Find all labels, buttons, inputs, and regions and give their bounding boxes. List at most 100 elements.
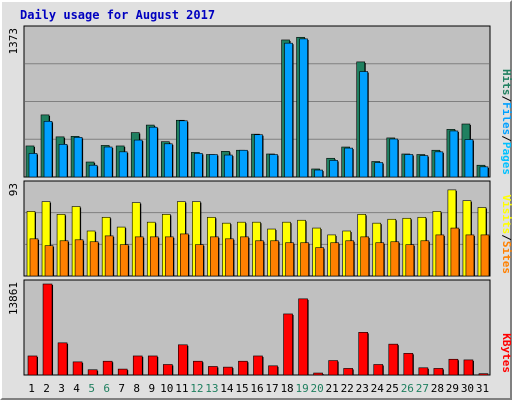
bar-kbytes-day-4 (72, 361, 83, 376)
y-max-label: 13861 (7, 282, 20, 315)
bar-sites-day-26 (405, 244, 415, 277)
bar-files-day-30 (464, 139, 474, 178)
bar-sites-day-30 (465, 234, 475, 277)
bar-kbytes-day-31 (478, 373, 489, 376)
bar-sites-day-25 (390, 241, 400, 277)
day-label-31: 31 (476, 382, 489, 395)
panel-kbytes: 13861 KBytes (7, 279, 512, 376)
bar-kbytes-day-27 (418, 367, 429, 376)
legend: KBytes (500, 333, 512, 373)
legend: Visits/Sites (500, 195, 512, 275)
chart-title: Daily usage for August 2017 (20, 8, 215, 22)
bar-kbytes-day-5 (87, 369, 98, 376)
bar-sites-day-8 (134, 236, 144, 277)
legend-kbytes: KBytes (500, 333, 512, 373)
bar-kbytes-day-23 (358, 332, 369, 376)
day-label-5: 5 (88, 382, 95, 395)
legend-separator: / (500, 135, 512, 142)
legend-hits: Hits (500, 69, 512, 96)
bar-kbytes-day-19 (298, 298, 308, 376)
day-label-11: 11 (175, 382, 188, 395)
bar-files-day-3 (58, 144, 68, 178)
bar-kbytes-day-17 (268, 365, 278, 376)
bar-sites-day-20 (315, 247, 324, 277)
bar-kbytes-day-22 (343, 368, 353, 376)
day-label-1: 1 (28, 382, 35, 395)
bar-sites-day-16 (255, 240, 264, 277)
bar-kbytes-day-26 (403, 353, 414, 376)
bar-sites-day-22 (345, 240, 354, 277)
bar-files-day-10 (163, 143, 173, 178)
bar-files-day-24 (374, 162, 384, 178)
day-label-4: 4 (73, 382, 80, 395)
bar-sites-day-3 (59, 240, 69, 277)
legend-text: Hits/Files/Pages (500, 69, 512, 175)
day-label-7: 7 (118, 382, 125, 395)
bar-files-day-14 (224, 154, 233, 178)
chart-panels: 1373Hits/Files/Pages93Visits/Sites13861K… (7, 25, 512, 376)
bar-files-day-27 (419, 155, 429, 178)
day-axis-labels: 1 2 3 4 5 6 7 8 9 10 11 12 13 14 15 16 17 18 19 20 21 22 23 24 2… (28, 382, 489, 395)
bar-sites-day-7 (119, 244, 129, 277)
y-max-label: 1373 (7, 28, 20, 55)
bar-sites-day-31 (480, 234, 490, 277)
bar-sites-day-1 (29, 238, 39, 277)
bar-kbytes-day-14 (223, 366, 233, 376)
bar-sites-day-23 (360, 236, 370, 277)
bar-kbytes-day-24 (373, 364, 384, 376)
bar-kbytes-day-3 (57, 342, 68, 376)
bar-kbytes-day-28 (433, 368, 444, 376)
bar-kbytes-day-1 (27, 355, 38, 376)
bar-sites-day-21 (330, 242, 339, 277)
bar-sites-day-10 (164, 236, 174, 277)
panel-hits-files-pages: 1373 Hits/Files/Pages (7, 25, 512, 178)
bar-kbytes-day-15 (238, 360, 248, 376)
day-label-21: 21 (326, 382, 339, 395)
bar-kbytes-day-7 (117, 368, 128, 376)
bar-files-day-23 (359, 71, 369, 178)
day-label-3: 3 (58, 382, 65, 395)
bar-sites-day-28 (435, 234, 445, 277)
bar-files-day-12 (194, 153, 203, 178)
bar-kbytes-day-13 (208, 366, 218, 376)
legend-sites: Sites (500, 241, 512, 274)
day-label-14: 14 (220, 382, 234, 395)
legend-text: KBytes (500, 333, 512, 373)
bar-sites-day-29 (450, 227, 460, 277)
day-label-20: 20 (311, 382, 324, 395)
bar-sites-day-5 (89, 241, 99, 277)
day-label-17: 17 (265, 382, 278, 395)
bar-files-day-9 (148, 126, 158, 178)
legend-separator: / (500, 96, 512, 103)
bar-files-day-4 (73, 137, 83, 178)
day-label-12: 12 (190, 382, 203, 395)
day-label-26: 26 (401, 382, 414, 395)
day-label-9: 9 (148, 382, 155, 395)
legend-pages: Pages (500, 142, 512, 175)
bar-kbytes-day-25 (388, 343, 399, 376)
bar-files-day-31 (479, 166, 489, 178)
day-label-30: 30 (461, 382, 474, 395)
bar-files-day-19 (299, 38, 308, 178)
day-label-25: 25 (386, 382, 399, 395)
legend-visits: Visits (500, 195, 512, 235)
bar-kbytes-day-16 (253, 355, 263, 376)
bar-sites-day-15 (240, 236, 249, 277)
bar-files-day-20 (314, 169, 323, 178)
bar-kbytes-day-18 (283, 313, 293, 376)
legend-separator: / (500, 234, 512, 241)
bar-files-day-16 (254, 134, 263, 178)
bar-files-day-28 (434, 151, 444, 178)
bar-kbytes-day-30 (463, 359, 474, 376)
legend-text: Visits/Sites (500, 195, 512, 275)
bar-files-day-29 (449, 130, 459, 178)
day-label-6: 6 (103, 382, 110, 395)
day-label-8: 8 (133, 382, 140, 395)
legend: Hits/Files/Pages (500, 69, 512, 175)
day-label-29: 29 (446, 382, 459, 395)
bar-files-day-18 (284, 42, 293, 178)
bar-sites-day-27 (420, 240, 430, 277)
day-label-2: 2 (43, 382, 50, 395)
bar-sites-day-2 (44, 245, 54, 277)
bar-files-day-21 (329, 160, 338, 178)
